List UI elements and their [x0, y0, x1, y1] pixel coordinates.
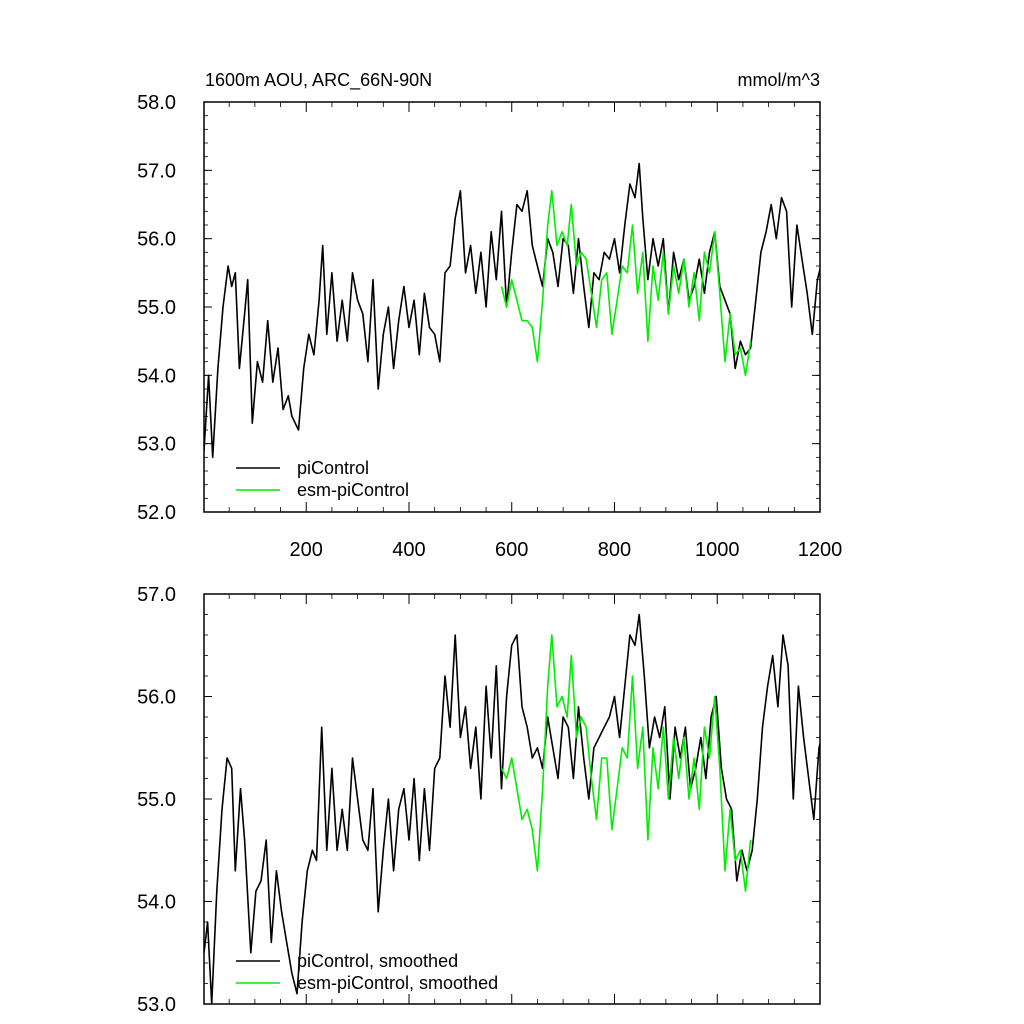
- legend-label: esm-piControl: [297, 480, 409, 500]
- plot-frame-bottom: [203, 593, 821, 1005]
- x-tick-label: 200: [290, 539, 323, 561]
- y-tick-label: 57.0: [137, 584, 176, 606]
- y-tick-label: 58.0: [137, 92, 176, 114]
- series-line: [500, 634, 752, 892]
- x-tick-label: 1200: [798, 539, 843, 561]
- bottom-panel: 53.0 54.0 55.0 56.0 57.0 piControl, smoothed…: [137, 584, 821, 1016]
- y-tick-label: 55.0: [137, 789, 176, 811]
- y-tick-label: 52.0: [137, 502, 176, 524]
- series-lines-top: [204, 162, 820, 459]
- x-tick-label: 600: [495, 539, 528, 561]
- legend-label: piControl, smoothed: [297, 951, 458, 971]
- x-tick-label: 800: [598, 539, 631, 561]
- series-lines-bottom: [204, 613, 820, 1004]
- y-tick-label: 53.0: [137, 994, 176, 1016]
- x-tick-label: 1000: [695, 539, 740, 561]
- axis-ticks-top: 52.0 53.0 54.0 55.0 56.0 57.0 58.0 200 400 600 800…: [137, 92, 842, 561]
- x-tick-label: 400: [392, 539, 425, 561]
- y-tick-label: 57.0: [137, 160, 176, 182]
- series-line: [204, 162, 820, 459]
- series-line: [204, 613, 820, 1004]
- units-label: mmol/m^3: [738, 70, 820, 90]
- chart-title: 1600m AOU, ARC_66N-90N: [205, 70, 432, 91]
- legend-label: piControl: [297, 458, 369, 478]
- y-tick-label: 56.0: [137, 229, 176, 251]
- series-line: [500, 190, 752, 377]
- top-panel: 1600m AOU, ARC_66N-90N mmol/m^3 52.0 53.0…: [137, 70, 842, 561]
- y-tick-label: 56.0: [137, 687, 176, 709]
- y-tick-label: 53.0: [137, 434, 176, 456]
- y-tick-label: 55.0: [137, 297, 176, 319]
- y-tick-label: 54.0: [137, 892, 176, 914]
- axis-ticks-bottom: 53.0 54.0 55.0 56.0 57.0: [137, 584, 821, 1016]
- y-tick-label: 54.0: [137, 365, 176, 387]
- legend-label: esm-piControl, smoothed: [297, 973, 498, 993]
